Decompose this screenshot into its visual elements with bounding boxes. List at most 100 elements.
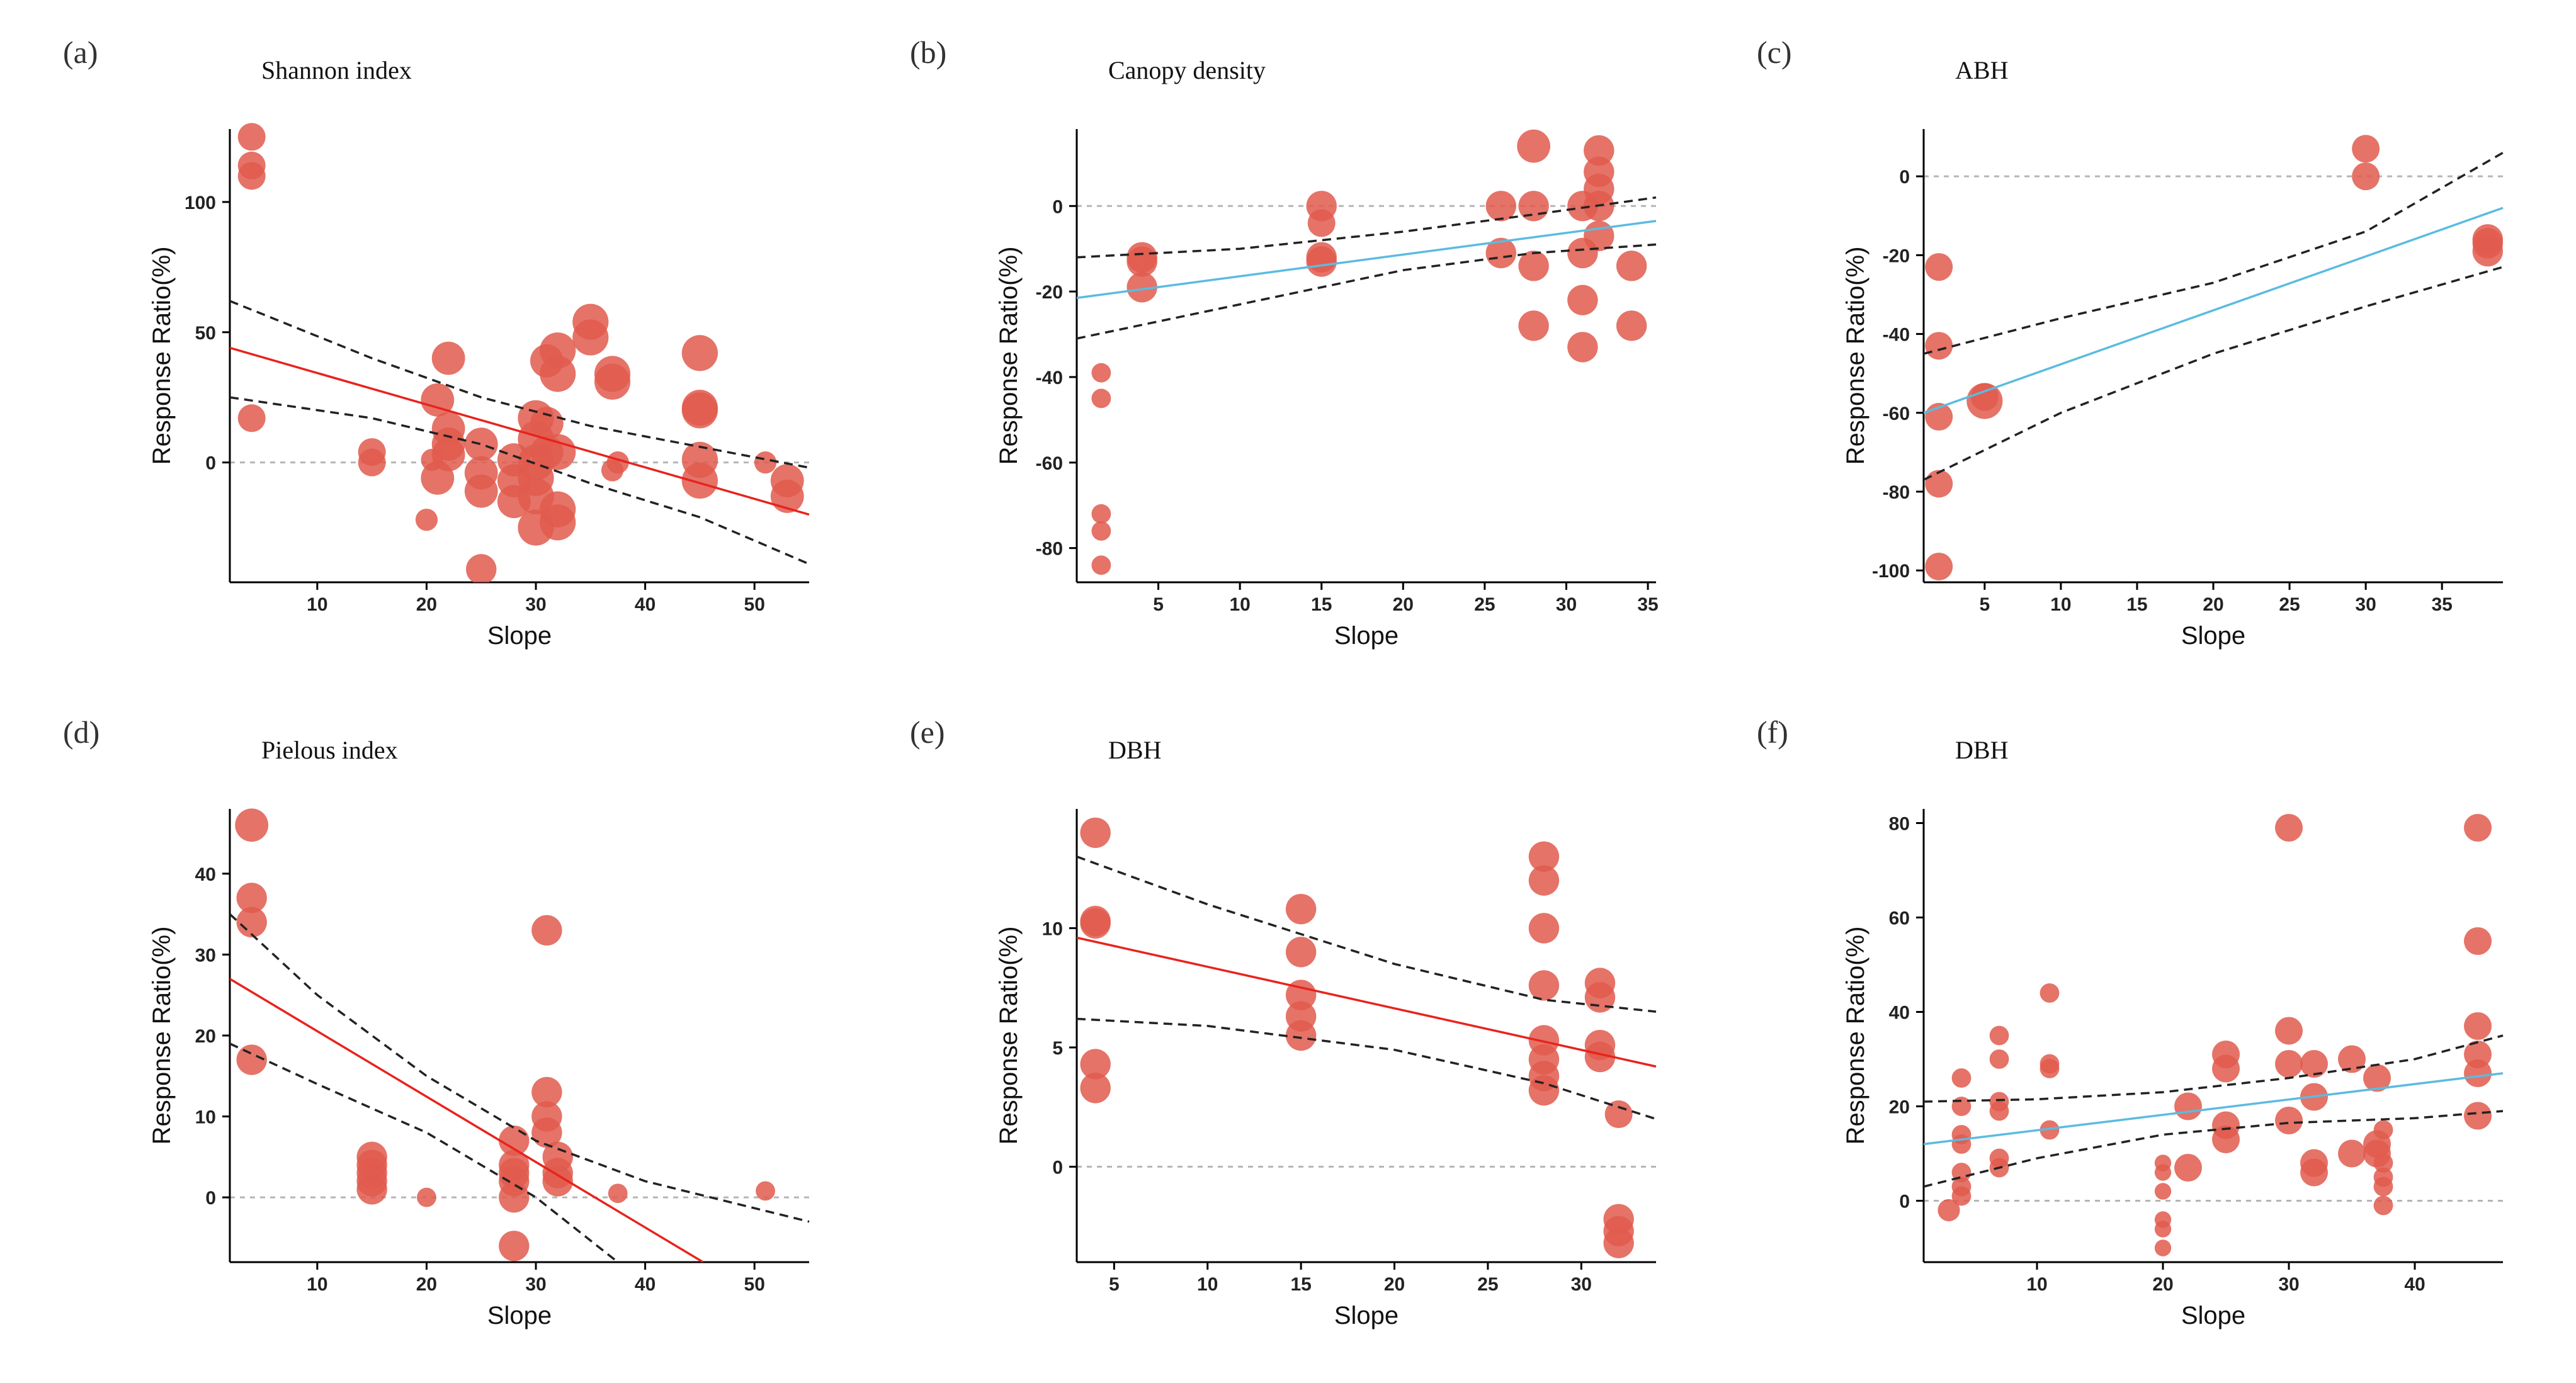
data-point-a	[754, 451, 777, 474]
y-tick-label-d: 20	[195, 1026, 216, 1047]
panel-title-b: Canopy density	[1108, 56, 1266, 84]
data-point-c	[2352, 135, 2380, 163]
ci-upper-line-f	[1924, 1034, 2504, 1103]
regression-line-d	[230, 978, 704, 1262]
x-tick-label-e: 15	[1290, 1274, 1311, 1295]
data-point-e	[1603, 1228, 1634, 1258]
x-tick-label-f: 40	[2404, 1274, 2425, 1295]
data-point-e	[1285, 893, 1317, 925]
ci-lower-line-e	[1077, 1017, 1657, 1121]
data-point-f	[2040, 1059, 2060, 1078]
y-tick-label-c: 0	[1899, 167, 1910, 188]
x-axis-title-e: Slope	[1334, 1302, 1399, 1329]
data-point-d	[531, 915, 562, 946]
data-point-d	[356, 1174, 387, 1205]
data-point-f	[2174, 1092, 2202, 1121]
panel-letter-d: (d)	[63, 714, 99, 750]
x-tick-label-d: 30	[525, 1274, 546, 1295]
data-point-f	[2464, 1102, 2492, 1130]
x-tick-label-f: 10	[2026, 1274, 2047, 1295]
data-point-f	[2464, 814, 2492, 842]
x-tick-label-b: 5	[1153, 594, 1164, 615]
ci-upper-line-d	[230, 913, 810, 1223]
data-point-b	[1485, 237, 1517, 269]
x-tick-label-d: 10	[307, 1274, 327, 1295]
data-point-b	[1518, 191, 1549, 222]
data-point-f	[1951, 1097, 1972, 1116]
data-point-f	[2464, 1059, 2492, 1087]
regression-line-a	[230, 346, 810, 516]
data-point-f	[1989, 1025, 2009, 1046]
ci-upper-line-e	[1077, 855, 1657, 1013]
data-point-e	[1080, 908, 1111, 939]
panel-letter-c: (c)	[1757, 35, 1792, 70]
data-point-a	[572, 319, 609, 356]
panel-d: (d) Pielous index 0 10 20 30 40 10 20 30 40 50 Slope…	[63, 714, 810, 1329]
x-tick-label-e: 10	[1197, 1274, 1218, 1295]
ci-lower-line-b	[1077, 243, 1657, 340]
x-tick-label-f: 30	[2278, 1274, 2299, 1295]
ci-upper-line-c	[1924, 152, 2504, 355]
y-axis-title-b: Response Ratio(%)	[995, 247, 1023, 465]
y-tick-label-f: 80	[1889, 814, 1910, 835]
data-point-a	[415, 509, 438, 531]
y-tick-label-f: 60	[1889, 908, 1910, 929]
x-tick-label-c: 30	[2355, 594, 2376, 615]
data-point-d	[235, 808, 269, 842]
data-point-e	[1080, 1049, 1111, 1080]
plot-area-d	[230, 808, 810, 1262]
data-point-f	[1938, 1199, 1960, 1222]
data-point-a	[540, 356, 576, 392]
y-tick-label-c: -40	[1883, 325, 1910, 346]
data-point-c	[1925, 470, 1953, 498]
data-point-a	[540, 504, 576, 541]
x-tick-label-b: 15	[1311, 594, 1332, 615]
data-point-c	[2352, 162, 2380, 191]
panel-letter-a: (a)	[63, 35, 98, 70]
data-point-f	[2373, 1177, 2393, 1197]
data-point-e	[1584, 982, 1616, 1013]
x-tick-label-b: 25	[1474, 594, 1495, 615]
x-tick-label-c: 35	[2431, 594, 2452, 615]
x-tick-label-c: 20	[2203, 594, 2223, 615]
data-point-f	[1989, 1049, 2009, 1069]
data-point-f	[2300, 1050, 2328, 1078]
data-point-f	[2275, 1107, 2303, 1134]
data-point-b	[1567, 332, 1598, 363]
y-axis-title-e: Response Ratio(%)	[995, 927, 1023, 1145]
x-tick-label-e: 20	[1384, 1274, 1405, 1295]
data-point-a	[681, 392, 718, 429]
panel-e: (e) DBH 0 5 10 5 10 15 20 25 30 Slope Response Ratio…	[910, 714, 1657, 1329]
data-point-b	[1091, 521, 1111, 541]
y-tick-label-c: -80	[1883, 482, 1910, 503]
data-point-f	[2212, 1054, 2240, 1083]
data-point-e	[1528, 865, 1560, 896]
x-tick-label-c: 25	[2279, 594, 2300, 615]
data-point-f	[2154, 1164, 2172, 1181]
data-point-b	[1584, 220, 1614, 252]
data-point-f	[2154, 1239, 2172, 1256]
x-axis-title-b: Slope	[1334, 622, 1399, 650]
x-tick-label-a: 10	[307, 594, 327, 615]
data-point-d	[499, 1182, 530, 1213]
panel-b: (b) Canopy density -80 -60 -40 -20 0 5 10 15 20 25 3…	[910, 35, 1659, 650]
data-point-f	[1951, 1134, 1972, 1154]
x-axis-title-a: Slope	[487, 622, 552, 650]
y-tick-label-e: 5	[1052, 1038, 1063, 1059]
data-point-b	[1517, 129, 1551, 163]
data-point-f	[2373, 1195, 2393, 1216]
x-tick-label-d: 40	[635, 1274, 655, 1295]
data-point-d	[542, 1166, 573, 1197]
plot-area-e	[1077, 817, 1657, 1258]
y-tick-label-b: -80	[1036, 539, 1063, 560]
y-tick-label-b: 0	[1052, 196, 1063, 217]
data-point-d	[236, 1044, 267, 1075]
x-tick-label-e: 5	[1109, 1274, 1120, 1295]
data-point-f	[2373, 1153, 2393, 1173]
y-axis-title-c: Response Ratio(%)	[1842, 247, 1870, 465]
plot-area-f	[1924, 814, 2504, 1256]
y-tick-label-a: 50	[195, 323, 216, 344]
regression-line-f	[1924, 1072, 2504, 1146]
data-point-a	[681, 335, 718, 371]
